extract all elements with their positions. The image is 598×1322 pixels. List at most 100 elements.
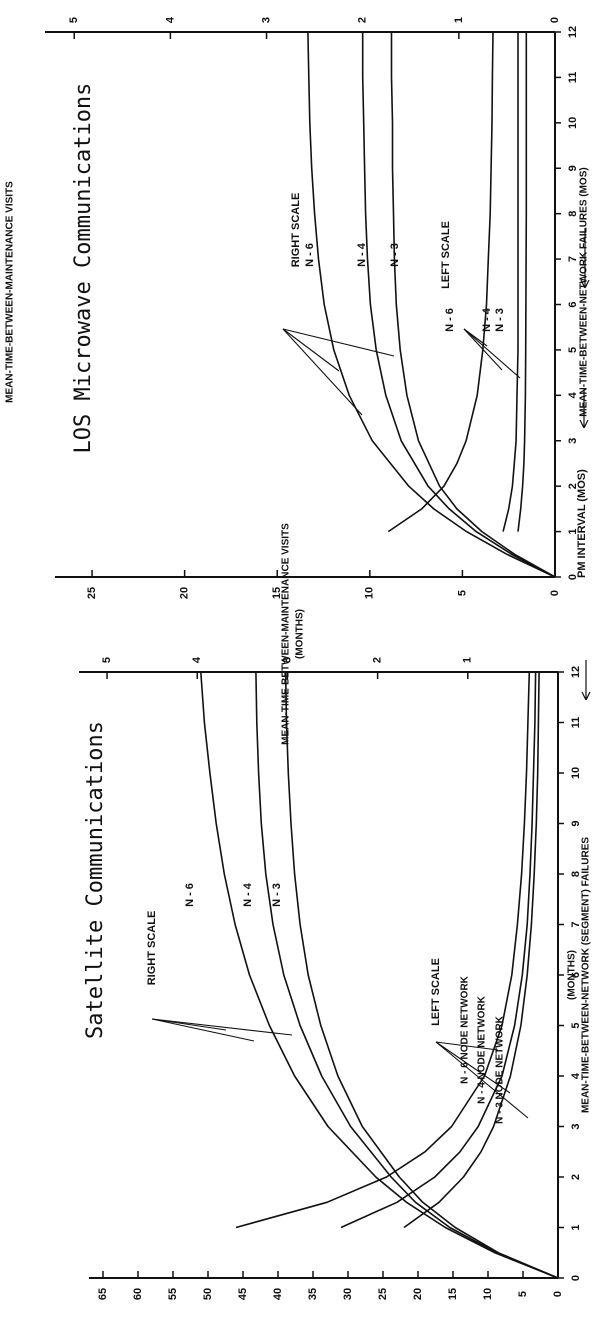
left-y-tick-label: 10 [364, 587, 376, 599]
x-axis-arrow [580, 228, 590, 289]
x-tick-label: 1 [570, 1224, 582, 1230]
left-y-tick-label: 45 [237, 1288, 249, 1300]
right-y-tick-label: 3 [281, 657, 293, 663]
x-tick-label: 3 [567, 438, 579, 444]
x-tick-label: 5 [570, 1022, 582, 1028]
left-y-axis-title: MEAN-TIME-BETWEEN-NETWORK FAILURES (MOS) [579, 167, 590, 416]
left-scale-label: LEFT SCALE [440, 221, 452, 289]
right-series-label: N - 3 [271, 883, 283, 907]
chart-2: 01234567891011120510152025012345MEAN-TIM… [5, 16, 590, 599]
right-y-tick-label: 4 [164, 16, 176, 23]
right-y-tick-label: 2 [357, 17, 369, 23]
x-tick-label: 4 [567, 391, 579, 398]
left-y-tick-label: 40 [272, 1288, 284, 1300]
x-tick-label: 7 [567, 256, 579, 262]
chart-title: LOS Microwave Communications [71, 83, 96, 454]
x-tick-label: 0 [567, 574, 579, 580]
left-y-axis-title: MEAN-TIME-BETWEEN-NETWORK (SEGMENT) FAIL… [581, 837, 592, 1113]
x-tick-label: 9 [570, 820, 582, 826]
y-axis-arrow [581, 660, 591, 701]
right-scale-label: RIGHT SCALE [290, 193, 302, 268]
left-series-label: N - 6 [444, 308, 456, 332]
series-line-left-4 [502, 32, 519, 532]
series-line-right-2 [390, 32, 556, 578]
left-y-tick-label: 30 [342, 1288, 354, 1300]
x-tick-label: 6 [570, 972, 582, 978]
x-tick-label: 3 [570, 1123, 582, 1129]
left-y-tick-label: 15 [271, 587, 283, 599]
x-tick-label: 0 [570, 1275, 582, 1281]
y-axis-arrow [579, 388, 589, 429]
right-y-axis-units: (MONTHS) [295, 609, 306, 659]
left-series-label: N - 4 NODE NETWORK [477, 995, 488, 1104]
left-y-tick-label: 60 [132, 1288, 144, 1300]
leader-line [463, 328, 503, 371]
x-tick-label: 1 [567, 529, 579, 535]
leader-line [282, 328, 340, 372]
left-y-tick-label: 20 [179, 587, 191, 599]
left-y-tick-label: 65 [97, 1288, 109, 1300]
left-y-tick-label: 35 [307, 1288, 319, 1300]
right-scale-label: RIGHT SCALE [146, 911, 158, 986]
x-tick-label: 5 [567, 347, 579, 353]
series-line-right-0 [200, 671, 559, 1279]
right-y-tick-label: 1 [462, 657, 474, 663]
left-y-tick-label: 0 [549, 590, 561, 596]
right-y-axis-title: MEAN-TIME-BETWEEN-MAINTENANCE VISITS [5, 181, 16, 403]
right-y-tick-label: 1 [453, 17, 465, 23]
x-axis-title: PM INTERVAL (MOS) [576, 469, 588, 578]
leader-line [151, 1018, 255, 1042]
x-tick-label: 12 [567, 26, 579, 38]
left-series-label: N - 3 NODE NETWORK [495, 1015, 506, 1124]
series-line-right-1 [361, 32, 556, 578]
right-series-label: N - 4 [242, 882, 254, 907]
x-tick-label: 6 [567, 301, 579, 307]
right-y-tick-label: 3 [260, 17, 272, 23]
left-y-tick-label: 25 [86, 587, 98, 599]
left-series-label: N - 4 [481, 307, 493, 332]
left-y-tick-label: 55 [167, 1288, 179, 1300]
series-line-left-3 [235, 671, 531, 1229]
x-tick-label: 10 [570, 767, 582, 779]
left-y-tick-label: 10 [482, 1288, 494, 1300]
x-tick-label: 8 [567, 211, 579, 217]
left-y-tick-label: 20 [412, 1288, 424, 1300]
right-y-tick-label: 4 [191, 656, 203, 663]
leader-line [282, 328, 395, 357]
series-line-left-4 [340, 671, 537, 1229]
x-tick-label: 10 [567, 117, 579, 129]
series-line-left-5 [517, 32, 528, 532]
right-y-tick-label: 2 [372, 657, 384, 663]
left-y-tick-label: 5 [456, 590, 468, 596]
leader-line [282, 328, 363, 416]
left-scale-label: LEFT SCALE [430, 958, 442, 1026]
x-tick-label: 11 [567, 72, 579, 84]
series-line-right-0 [307, 31, 556, 578]
right-y-tick-label: 0 [549, 17, 561, 23]
series-line-left-3 [387, 31, 494, 533]
series-line-left-5 [403, 671, 540, 1229]
left-y-axis-units: (MONTHS) [567, 950, 578, 1000]
chart-title: Satellite Communications [83, 721, 108, 1039]
leader-line [151, 1018, 293, 1036]
right-series-label: N - 6 [184, 883, 196, 907]
leader-line [435, 1041, 499, 1051]
x-tick-label: 12 [570, 666, 582, 678]
right-series-label: N - 6 [304, 243, 316, 267]
left-y-tick-label: 25 [377, 1288, 389, 1300]
series-line-right-2 [284, 671, 559, 1279]
left-y-tick-label: 15 [447, 1288, 459, 1300]
leader-line [435, 1041, 529, 1119]
left-y-tick-label: 0 [552, 1291, 564, 1297]
x-tick-label: 7 [570, 921, 582, 927]
left-series-label: N - 6 NODE NETWORK [460, 975, 471, 1084]
x-tick-label: 8 [570, 871, 582, 877]
leader-line [463, 328, 521, 379]
right-y-tick-label: 5 [101, 657, 113, 663]
x-tick-label: 2 [567, 483, 579, 489]
x-tick-label: 9 [567, 165, 579, 171]
left-y-tick-label: 50 [202, 1288, 214, 1300]
leader-line [435, 1041, 511, 1094]
